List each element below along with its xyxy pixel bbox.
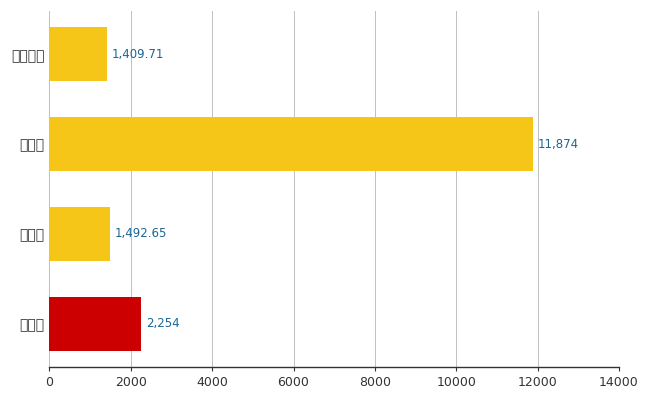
- Bar: [49, 207, 110, 261]
- Text: 2,254: 2,254: [146, 317, 179, 330]
- Text: 1,492.65: 1,492.65: [115, 228, 168, 240]
- Bar: [49, 117, 532, 171]
- Text: 11,874: 11,874: [538, 138, 578, 150]
- Text: 1,409.71: 1,409.71: [112, 48, 164, 61]
- Bar: [49, 297, 141, 351]
- Bar: [49, 27, 107, 81]
